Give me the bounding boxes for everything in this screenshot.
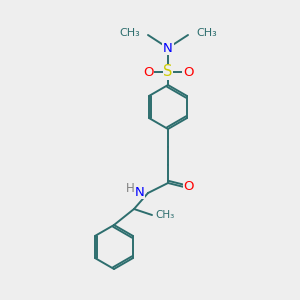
Text: H: H [126,182,135,196]
Text: N: N [134,185,144,199]
Text: O: O [143,65,153,79]
Text: O: O [183,65,193,79]
Text: N: N [163,41,173,55]
Text: CH₃: CH₃ [155,210,174,220]
Text: S: S [163,64,173,80]
Text: CH₃: CH₃ [196,28,217,38]
Text: O: O [184,181,194,194]
Text: CH₃: CH₃ [119,28,140,38]
